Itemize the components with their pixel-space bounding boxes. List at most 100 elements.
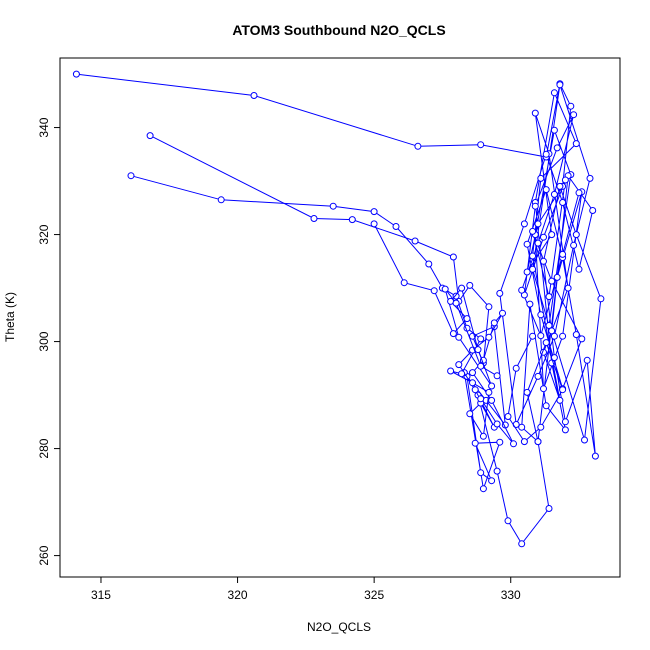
data-point — [559, 250, 567, 258]
x-tick-label: 315 — [91, 588, 111, 602]
data-point — [493, 467, 501, 475]
data-point — [496, 289, 504, 297]
data-point — [504, 413, 512, 420]
data-point — [449, 253, 457, 261]
data-point — [72, 70, 80, 78]
data-point — [529, 227, 537, 235]
data-point — [479, 485, 487, 493]
data-point — [411, 237, 419, 245]
data-point — [485, 388, 493, 396]
data-point — [449, 330, 457, 338]
data-point — [526, 300, 534, 308]
data-point — [553, 144, 561, 152]
data-point — [430, 287, 438, 295]
series-line-3 — [373, 223, 498, 387]
data-point — [561, 426, 569, 434]
data-point — [458, 370, 466, 378]
data-point — [575, 189, 583, 197]
plot-frame — [59, 57, 621, 578]
y-tick-label: 340 — [37, 117, 51, 137]
data-point — [496, 438, 504, 446]
data-point — [493, 372, 501, 380]
data-point — [529, 252, 537, 260]
data-point — [561, 418, 569, 426]
series-line-1 — [149, 135, 564, 545]
data-point — [531, 109, 539, 117]
data-point — [466, 281, 474, 289]
data-point — [550, 190, 558, 198]
data-point — [477, 362, 485, 370]
data-point — [469, 379, 476, 387]
data-point — [488, 477, 496, 485]
data-point — [570, 241, 578, 249]
series-line-0 — [76, 73, 602, 457]
data-point — [572, 140, 580, 148]
data-point — [583, 356, 591, 364]
data-point — [463, 315, 471, 323]
data-point — [542, 402, 550, 410]
data-point — [348, 216, 356, 224]
data-point — [550, 332, 558, 340]
data-point — [485, 303, 493, 311]
data-point — [458, 284, 466, 292]
data-point — [561, 176, 569, 184]
data-point — [529, 332, 537, 340]
data-point — [578, 335, 586, 343]
data-point — [531, 202, 539, 210]
data-point — [452, 299, 460, 307]
y-axis-label: Theta (K) — [3, 292, 17, 342]
data-point — [572, 331, 580, 339]
chart-title: ATOM3 Southbound N2O_QCLS — [232, 22, 445, 38]
data-point — [520, 438, 528, 446]
data-point — [392, 223, 400, 230]
data-point — [534, 220, 542, 228]
data-point — [512, 364, 520, 372]
data-point — [567, 102, 575, 110]
data-point — [540, 257, 547, 265]
data-point — [545, 505, 553, 512]
data-point — [466, 410, 474, 418]
plot-area — [72, 70, 605, 548]
data-point — [441, 285, 449, 293]
data-point — [570, 111, 578, 119]
data-point — [477, 335, 485, 343]
data-point — [550, 126, 558, 134]
data-point — [559, 386, 567, 394]
data-point — [455, 361, 463, 369]
x-tick-label: 320 — [228, 588, 248, 602]
data-point — [329, 202, 337, 210]
y-tick-label: 280 — [37, 438, 51, 458]
data-point — [414, 142, 422, 150]
data-point — [477, 395, 485, 403]
data-point — [520, 220, 528, 228]
data-point — [534, 438, 542, 446]
data-point — [488, 382, 496, 390]
data-point — [370, 220, 378, 228]
data-point — [523, 240, 531, 248]
data-point — [597, 295, 605, 303]
data-point — [545, 293, 553, 301]
data-point — [537, 332, 545, 340]
data-point — [493, 420, 501, 428]
data-point — [518, 423, 526, 431]
data-point — [425, 260, 433, 268]
data-point — [553, 273, 561, 281]
data-point — [591, 452, 599, 460]
data-point — [542, 339, 550, 347]
data-point — [589, 207, 597, 214]
data-point — [488, 396, 496, 404]
data-point — [545, 322, 553, 329]
data-point — [550, 89, 558, 97]
data-point — [529, 265, 537, 273]
data-point — [548, 327, 556, 335]
y-tick-label: 300 — [37, 331, 51, 351]
data-point — [556, 182, 564, 190]
data-point — [217, 196, 225, 204]
data-point — [542, 186, 550, 194]
data-point — [575, 265, 583, 273]
data-point — [504, 517, 512, 525]
data-point — [146, 132, 154, 140]
data-point — [542, 150, 550, 158]
data-point — [523, 388, 531, 396]
data-point — [572, 231, 580, 239]
